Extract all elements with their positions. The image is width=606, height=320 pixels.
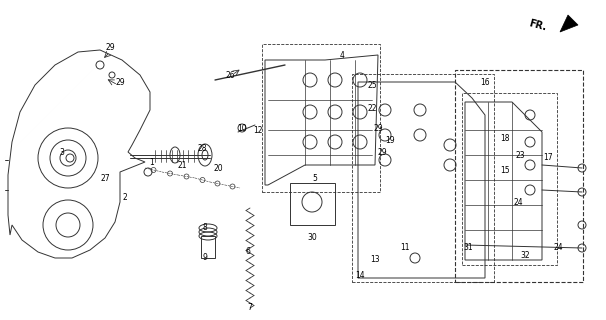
Text: 21: 21 <box>177 161 187 170</box>
Text: 19: 19 <box>385 135 395 145</box>
Text: 10: 10 <box>237 124 247 132</box>
Text: 15: 15 <box>500 165 510 174</box>
Text: 29: 29 <box>105 44 115 52</box>
Text: 25: 25 <box>367 81 377 90</box>
Text: 20: 20 <box>213 164 223 172</box>
Text: 23: 23 <box>515 150 525 159</box>
Text: 29: 29 <box>377 148 387 156</box>
Bar <box>290 183 335 225</box>
Text: 6: 6 <box>245 247 250 257</box>
Text: 4: 4 <box>339 51 344 60</box>
Text: 12: 12 <box>253 125 263 134</box>
Text: 7: 7 <box>248 303 253 313</box>
Text: 11: 11 <box>400 244 410 252</box>
Bar <box>201 236 215 258</box>
Text: 3: 3 <box>59 148 64 156</box>
Text: 32: 32 <box>520 251 530 260</box>
Text: 26: 26 <box>225 70 235 79</box>
Polygon shape <box>560 15 578 32</box>
Text: 5: 5 <box>313 173 318 182</box>
Text: 2: 2 <box>122 194 127 203</box>
Text: 13: 13 <box>370 255 380 265</box>
Text: 9: 9 <box>202 253 207 262</box>
Bar <box>462 93 557 265</box>
Text: 18: 18 <box>500 133 510 142</box>
Text: 29: 29 <box>373 124 383 132</box>
Text: 17: 17 <box>543 154 553 163</box>
Text: 30: 30 <box>307 234 317 243</box>
Text: 8: 8 <box>202 223 207 233</box>
Text: 29: 29 <box>115 77 125 86</box>
Text: 14: 14 <box>355 270 365 279</box>
Text: 31: 31 <box>463 244 473 252</box>
Text: 24: 24 <box>513 197 523 206</box>
Bar <box>352 74 494 282</box>
Text: 28: 28 <box>197 143 207 153</box>
Bar <box>262 44 380 192</box>
Text: 24: 24 <box>553 244 563 252</box>
Text: 16: 16 <box>480 77 490 86</box>
Bar <box>455 70 583 282</box>
Text: 1: 1 <box>150 157 155 166</box>
Text: FR.: FR. <box>528 18 548 32</box>
Text: 27: 27 <box>100 173 110 182</box>
Text: 22: 22 <box>367 103 377 113</box>
